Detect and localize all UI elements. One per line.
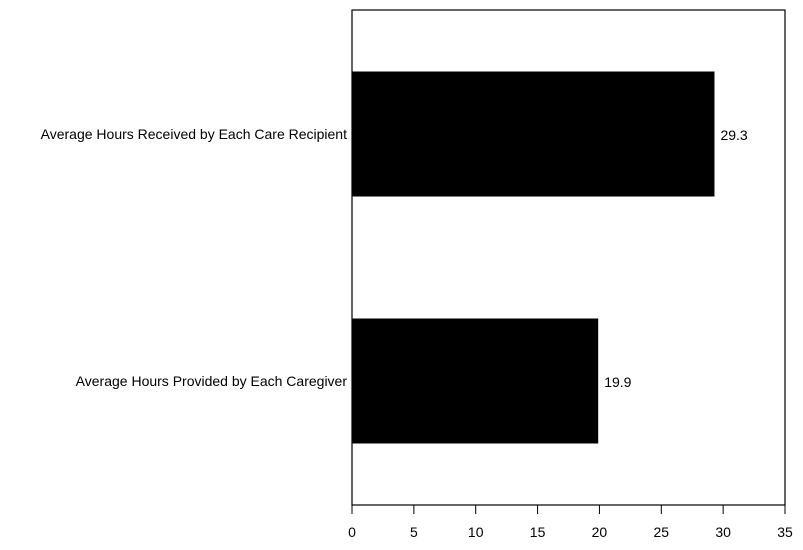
category-label: Average Hours Provided by Each Caregiver xyxy=(76,373,348,389)
bar xyxy=(352,71,715,197)
plot-frame xyxy=(351,9,786,506)
data-label: 29.3 xyxy=(720,127,747,143)
category-label: Average Hours Received by Each Care Reci… xyxy=(41,126,347,142)
x-tick-label: 25 xyxy=(653,524,669,540)
x-tick-label: 10 xyxy=(468,524,484,540)
data-label: 19.9 xyxy=(604,374,631,390)
x-tick-label: 30 xyxy=(715,524,731,540)
bar xyxy=(352,318,599,444)
x-tick-label: 15 xyxy=(530,524,546,540)
x-tick-label: 5 xyxy=(410,524,418,540)
x-tick-label: 20 xyxy=(592,524,608,540)
x-tick-label: 0 xyxy=(348,524,356,540)
x-tick-label: 35 xyxy=(777,524,793,540)
